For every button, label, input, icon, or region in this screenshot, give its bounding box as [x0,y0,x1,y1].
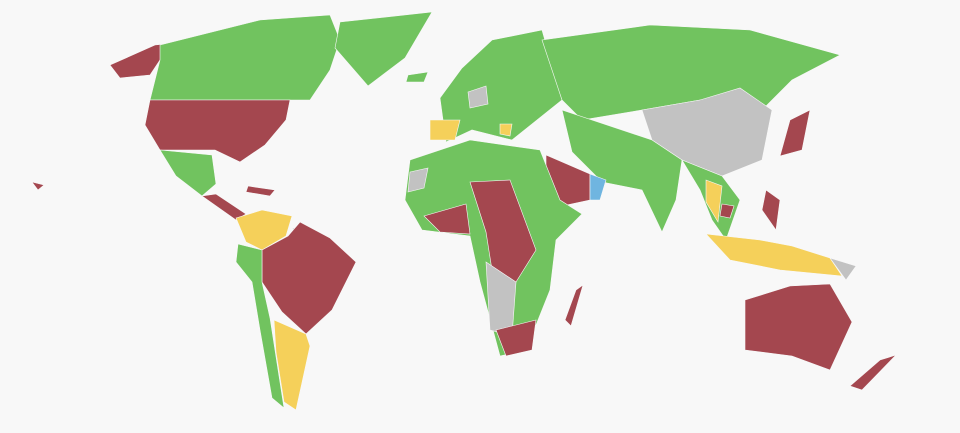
region [31,181,45,191]
region [149,14,341,101]
region [245,185,276,197]
region [849,354,897,391]
region [589,173,607,201]
region [705,233,843,277]
region [405,71,429,83]
region [201,193,247,221]
region [407,167,429,193]
region [495,319,537,357]
region [719,203,735,219]
region [334,11,433,87]
region [235,209,293,251]
region [261,221,357,335]
region [829,257,857,281]
region [144,99,291,163]
region [159,149,217,197]
region [564,284,584,327]
region [467,85,489,109]
region [273,319,311,411]
region [779,109,811,157]
region [235,243,285,409]
region [429,119,461,141]
region [744,283,853,371]
region [423,203,471,235]
region [499,123,513,137]
region [705,179,723,223]
region [561,109,683,233]
region [761,189,781,231]
